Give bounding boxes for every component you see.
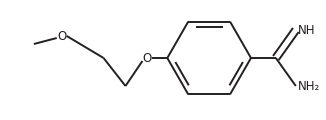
Text: O: O: [143, 51, 152, 65]
Text: NH₂: NH₂: [298, 79, 320, 93]
Text: NH: NH: [298, 24, 315, 36]
Text: O: O: [57, 30, 67, 42]
